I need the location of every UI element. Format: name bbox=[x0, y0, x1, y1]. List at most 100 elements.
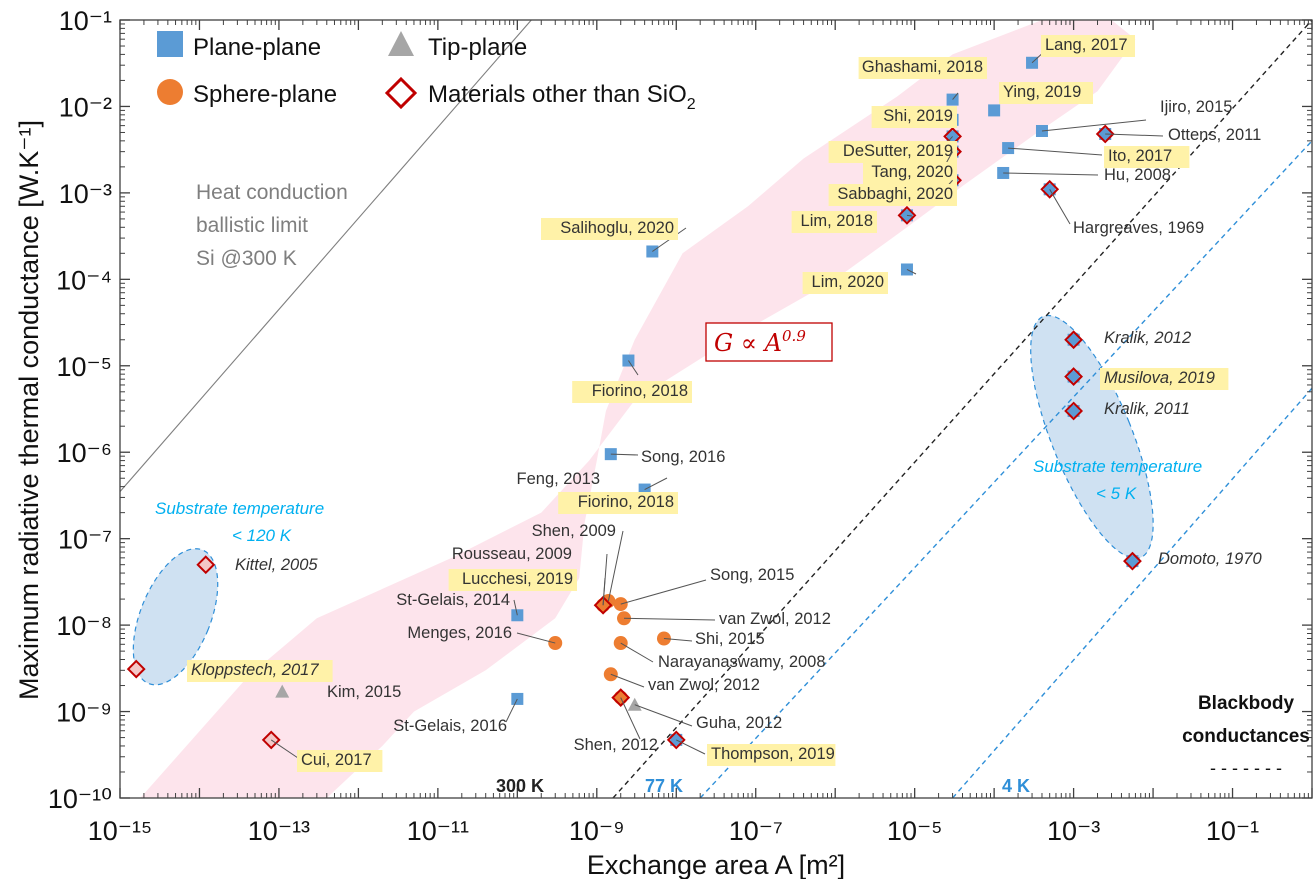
point-ito-2017-label: Ito, 2017 bbox=[1108, 147, 1172, 165]
leader-line bbox=[516, 632, 556, 644]
leader-line bbox=[952, 92, 959, 100]
label-highlight bbox=[1104, 146, 1190, 168]
point-ottens-2011-label: Ottens, 2011 bbox=[1168, 126, 1261, 144]
point-shen-2009-label: Shen, 2009 bbox=[532, 522, 616, 540]
leader-line bbox=[620, 642, 654, 663]
leader-line bbox=[602, 577, 606, 606]
y-tick-label: 10⁻⁴ bbox=[56, 265, 112, 295]
blackbody-text: conductances bbox=[1182, 726, 1310, 747]
point-kralik-2012-material bbox=[1064, 330, 1084, 350]
legend-label-tip: Tip-plane bbox=[428, 34, 527, 61]
label-highlight bbox=[828, 184, 957, 206]
y-tick-label: 10⁻² bbox=[59, 92, 112, 122]
y-tick-label: 10⁻³ bbox=[59, 179, 112, 209]
line-77k bbox=[699, 140, 1312, 798]
point-kim-2015-label: Kim, 2015 bbox=[327, 683, 401, 701]
point-hargreaves-1969-label: Hargreaves, 1969 bbox=[1073, 219, 1204, 237]
label-highlight bbox=[1100, 368, 1229, 390]
blackbody-dash-sample: - - - - - - - bbox=[1210, 758, 1282, 778]
point-kralik-2011-label: Kralik, 2011 bbox=[1104, 400, 1190, 418]
point-rousseau-2009-label: Rousseau, 2009 bbox=[452, 545, 572, 563]
x-tick-label: 10⁻⁷ bbox=[729, 816, 783, 846]
leader-line bbox=[1003, 172, 1099, 176]
leader-line bbox=[628, 360, 639, 376]
annotations: Heat conduction ballistic limit Si @300 K S… bbox=[155, 181, 1310, 796]
label-highlight bbox=[828, 141, 957, 163]
legend: Plane-plane Tip-plane Sphere-plane Material… bbox=[157, 31, 696, 113]
point-domoto-1970-material bbox=[1123, 551, 1142, 571]
point-salihoglu-2020-label: Salihoglu, 2020 bbox=[560, 219, 674, 237]
point-lim-2018-material bbox=[897, 205, 917, 225]
leader-line bbox=[1105, 133, 1164, 137]
point-kralik-2012-label: Kralik, 2012 bbox=[1104, 329, 1191, 347]
label-highlight bbox=[999, 82, 1093, 104]
legend-circle-icon bbox=[157, 79, 183, 105]
x-tick-label: 10⁻⁵ bbox=[887, 816, 942, 846]
point-tang-2020-label: Tang, 2020 bbox=[871, 163, 953, 181]
legend-square-icon bbox=[157, 31, 183, 57]
point-shen-2012-label: Shen, 2012 bbox=[574, 736, 658, 754]
point-feng-2013-label: Feng, 2013 bbox=[517, 470, 600, 488]
point-thompson-2019-material bbox=[666, 730, 686, 750]
point-ghashami-2018-label: Ghashami, 2018 bbox=[862, 58, 983, 76]
legend-diamond-icon bbox=[384, 76, 418, 110]
line-4k bbox=[952, 387, 1312, 798]
point-kittel-2005-label: Kittel, 2005 bbox=[235, 556, 318, 574]
point-hargreaves-1969-material bbox=[1040, 179, 1060, 199]
point-ijiro-2015-label: Ijiro, 2015 bbox=[1160, 98, 1232, 116]
x-tick-label: 10⁻¹⁵ bbox=[88, 816, 152, 846]
point-fiorino-2018-label: Fiorino, 2018 bbox=[578, 493, 674, 511]
point-kralik-2012 bbox=[1067, 333, 1080, 346]
leader-line bbox=[663, 638, 693, 642]
label-highlight bbox=[1041, 35, 1135, 57]
x-tick-label: 10⁻¹³ bbox=[248, 816, 310, 846]
point-ottens-2011 bbox=[1099, 127, 1112, 140]
line-label: 77 K bbox=[645, 776, 683, 796]
point-kloppstech-2017-label: Kloppstech, 2017 bbox=[191, 661, 319, 679]
point-labels: Lang, 2017 Ghashami, 2018 Ying, 2019 Shi, 2… bbox=[187, 35, 1262, 772]
label-highlight bbox=[871, 106, 957, 128]
trend-band bbox=[140, 20, 1136, 798]
point-van-zwol-2012-label: van Zwol, 2012 bbox=[719, 610, 831, 628]
ballistic-limit-text: Heat conduction bbox=[196, 181, 348, 204]
leader-line bbox=[620, 579, 707, 605]
substrate-temp-right: Substrate temperature bbox=[1033, 457, 1202, 476]
label-highlight bbox=[858, 57, 987, 79]
leader-line bbox=[906, 269, 917, 275]
point-st-gelais-2014 bbox=[511, 609, 524, 622]
point-musilova-2019-material bbox=[1064, 367, 1084, 386]
y-tick-label: 10⁻¹ bbox=[59, 6, 112, 36]
point-thompson-2019-label: Thompson, 2019 bbox=[711, 745, 835, 763]
x-axis-title: Exchange area A [m²] bbox=[587, 850, 845, 879]
leader-line bbox=[1049, 189, 1071, 225]
x-tick-label: 10⁻¹¹ bbox=[407, 816, 469, 846]
point-kittel-2005-material bbox=[196, 555, 216, 575]
leader-line bbox=[620, 697, 641, 740]
point-fiorino-2018-label: Fiorino, 2018 bbox=[592, 382, 688, 400]
x-tick-label: 10⁻¹ bbox=[1206, 816, 1259, 846]
y-tick-label: 10⁻⁸ bbox=[56, 611, 112, 641]
label-highlight bbox=[863, 162, 957, 184]
point-song-2016-label: Song, 2016 bbox=[641, 448, 725, 466]
legend-triangle-icon bbox=[388, 31, 414, 56]
label-highlight bbox=[791, 211, 877, 233]
point-guha-2012 bbox=[627, 697, 642, 711]
point-menges-2016-label: Menges, 2016 bbox=[407, 624, 512, 642]
point-lucchesi-2019-label: Lucchesi, 2019 bbox=[462, 570, 573, 588]
label-highlight bbox=[187, 660, 333, 682]
point-ying-2019 bbox=[988, 104, 1001, 117]
point-hu-2008-label: Hu, 2008 bbox=[1104, 166, 1171, 184]
y-tick-label: 10⁻⁵ bbox=[57, 352, 112, 382]
line-label: 4 K bbox=[1002, 776, 1030, 796]
plot-frame bbox=[119, 19, 1313, 799]
point-desutter-2019-label: DeSutter, 2019 bbox=[843, 142, 953, 160]
line-300k bbox=[612, 20, 1312, 798]
leader-line bbox=[644, 477, 668, 490]
leader-line bbox=[634, 704, 693, 727]
leader-line bbox=[607, 530, 624, 602]
point-narayanaswamy-2008-label: Narayanaswamy, 2008 bbox=[658, 653, 826, 671]
x-tick-label: 10⁻⁹ bbox=[569, 816, 625, 846]
leader-line bbox=[270, 739, 299, 759]
point-lim-2020-label: Lim, 2020 bbox=[812, 273, 884, 291]
